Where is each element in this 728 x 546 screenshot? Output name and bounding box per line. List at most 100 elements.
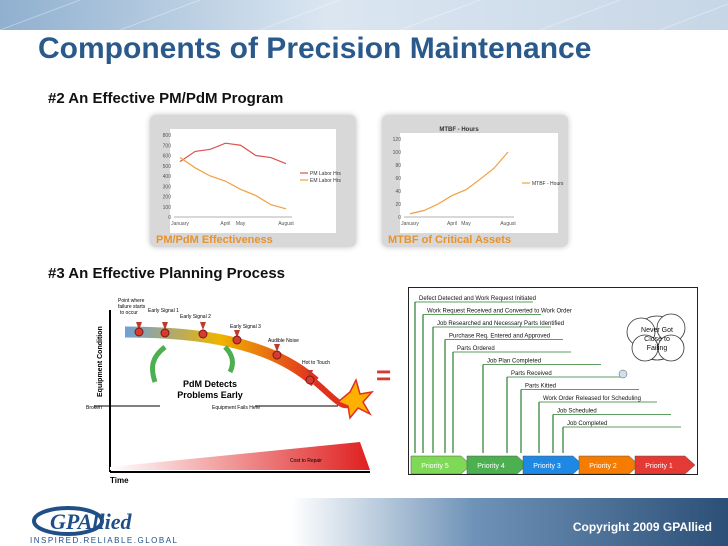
footer-band (0, 498, 728, 546)
series-line (179, 142, 287, 165)
legend-label: PM Labor Hrs (310, 171, 341, 177)
x-tick-label: August (278, 221, 294, 227)
y-tick-label: 500 (163, 164, 172, 170)
priority-label: Priority 1 (645, 463, 673, 470)
y-tick-label: 100 (163, 205, 172, 211)
y-tick-label: 80 (395, 163, 401, 169)
y-tick-label: 120 (393, 137, 402, 143)
plot-background (170, 129, 336, 233)
signal-arrow (234, 330, 240, 338)
priority-arrow (522, 455, 584, 475)
chart-caption-mtbf: MTBF of Critical Assets (388, 234, 512, 246)
svg-text:failure starts: failure starts (118, 304, 146, 310)
y-tick-label: 800 (163, 133, 172, 139)
y-tick-label: 600 (163, 154, 172, 160)
cloud-text: Close to (644, 336, 670, 343)
pdm-label-1: PdM Detects (183, 379, 237, 389)
legend-label: EM Labor Hrs (310, 178, 341, 184)
cloud-part (657, 334, 685, 362)
priority-label: Priority 5 (421, 463, 449, 470)
signal-dot (305, 375, 315, 385)
x-tick-label: April (447, 221, 457, 227)
priority-arrow (578, 455, 640, 475)
broken-label: Broken (86, 405, 102, 411)
x-axis-label: Time (110, 476, 129, 485)
never-failing-cloud (626, 313, 686, 362)
priority-arrow (634, 455, 696, 475)
condition-curve (124, 326, 319, 387)
planning-step-label: Job Scheduled (557, 409, 597, 415)
y-tick-label: 0 (398, 215, 401, 221)
signal-dot (272, 350, 282, 360)
gpallied-logo: GPAllied (32, 506, 132, 536)
planning-step-label: Work Request Received and Converted to W… (427, 309, 572, 315)
planning-svg: Defect Detected and Work Request Initiat… (410, 296, 696, 475)
page-title: Components of Precision Maintenance (38, 32, 592, 65)
signal-arrow (162, 322, 168, 330)
svg-text:to occur: to occur (120, 310, 138, 316)
planning-step-label: Purchase Req. Entered and Approved (449, 334, 550, 340)
planning-step-label: Job Researched and Necessary Parts Ident… (437, 321, 564, 327)
cost-to-repair-label: Cost to Repair (290, 458, 322, 464)
signal-dot (134, 327, 144, 337)
chart-title: MTBF - Hours (439, 127, 479, 133)
failure-burst (336, 377, 374, 420)
x-tick-label: May (236, 221, 246, 227)
planning-step-label: Defect Detected and Work Request Initiat… (419, 296, 536, 302)
signal-arrow (274, 344, 280, 352)
signal-dot (232, 335, 242, 345)
chart-caption-pm: PM/PdM Effectiveness (156, 234, 273, 246)
y-tick-label: 20 (395, 202, 401, 208)
audible-noise-label: Audible Noise (268, 338, 299, 344)
y-tick-label: 300 (163, 184, 172, 190)
x-tick-label: January (171, 221, 189, 227)
plot-background (400, 133, 558, 233)
x-tick-label: May (461, 221, 471, 227)
y-tick-label: 0 (168, 215, 171, 221)
planning-diagram: Defect Detected and Work Request Initiat… (408, 287, 698, 475)
planning-step-label: Work Order Released for Scheduling (543, 396, 641, 402)
y-tick-label: 700 (163, 143, 172, 149)
signal-arrow (136, 322, 142, 330)
pf-curve-diagram: PdM Detects Problems Early Point where f… (86, 298, 374, 485)
signal-dot (198, 329, 208, 339)
series-line (409, 151, 509, 215)
planning-step-label: Parts Received (511, 371, 552, 377)
series-line (179, 157, 287, 210)
planning-step-label: Job Plan Completed (487, 359, 541, 365)
copyright-text: Copyright 2009 GPAllied (572, 520, 712, 534)
chart-panel-mtbf: MTBF - Hours 120 100 80 60 40 20 0 January April M… (382, 115, 568, 247)
legend-label: MTBF - Hours (532, 181, 564, 187)
planning-step-label: Job Completed (567, 421, 607, 427)
priority-label: Priority 2 (589, 463, 617, 470)
early-signal-3-label: Early Signal 3 (230, 324, 261, 330)
y-tick-label: 60 (395, 176, 401, 182)
cost-to-repair-wedge (110, 442, 370, 470)
hot-to-touch-label: Hot to Touch (302, 360, 330, 366)
section-heading-pm: #2 An Effective PM/PdM Program (48, 90, 284, 107)
planning-step-label: Parts Ordered (457, 346, 495, 352)
cloud-text: Failing (647, 345, 668, 352)
header-band (0, 0, 728, 30)
planning-step-label: Parts Kitted (525, 384, 556, 390)
priority-arrow (466, 455, 528, 475)
signal-arrow (200, 322, 206, 330)
priority-label: Priority 3 (533, 463, 561, 470)
priority-arrow (410, 455, 472, 475)
cloud-dot (618, 369, 628, 379)
pdm-arrow-right (223, 345, 235, 374)
x-tick-label: April (220, 221, 230, 227)
y-axis-label: Equipment Condition (97, 326, 104, 397)
priority-label: Priority 4 (477, 463, 505, 470)
y-tick-label: 40 (395, 189, 401, 195)
equals-sign: = (376, 360, 392, 390)
early-signal-1-label: Early Signal 1 (148, 308, 179, 314)
cloud-text: Never Got (641, 327, 673, 334)
equipment-fails-label: Equipment Fails Here (212, 405, 260, 411)
signal-dot (160, 328, 170, 338)
header-lines (0, 0, 728, 30)
logo-tagline: INSPIRED.RELIABLE.GLOBAL (30, 536, 179, 545)
y-tick-label: 200 (163, 195, 172, 201)
